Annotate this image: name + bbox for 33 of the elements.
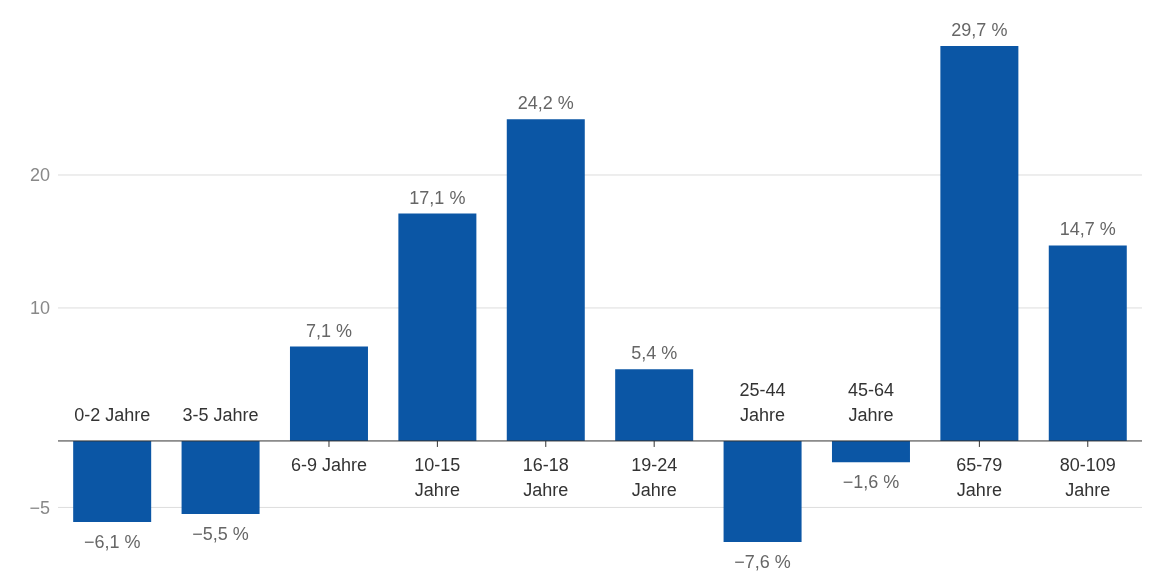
bar: [506, 119, 585, 441]
y-tick-label: −5: [29, 497, 50, 518]
data-label: 17,1 %: [409, 187, 466, 208]
bar: [289, 346, 368, 441]
x-tick-label: 65-79 Jahre: [956, 454, 1003, 500]
data-label: −5,5 %: [192, 524, 249, 545]
data-label: 24,2 %: [517, 93, 574, 114]
x-tick-label: 10-15 Jahre: [414, 454, 461, 500]
x-tick-label: 16-18 Jahre: [522, 454, 569, 500]
x-tick-label: 6-9 Jahre: [290, 454, 367, 475]
x-tick-label: 45-64 Jahre: [847, 379, 894, 425]
data-label: −6,1 %: [83, 532, 141, 553]
bar: [831, 440, 910, 463]
bar: [723, 440, 802, 542]
y-tick-label: 20: [29, 165, 50, 186]
x-tick-label: 3-5 Jahre: [182, 404, 259, 425]
bar: [73, 440, 152, 523]
bar: [398, 213, 477, 441]
x-tick-label: 80-109 Jahre: [1059, 454, 1116, 500]
x-tick-label: 19-24 Jahre: [631, 454, 678, 500]
data-label: −7,6 %: [734, 552, 791, 572]
data-label: −1,6 %: [842, 472, 900, 493]
data-label: 5,4 %: [631, 343, 678, 364]
y-tick-label: 10: [29, 298, 50, 319]
bar: [181, 440, 260, 515]
x-tick-label: 25-44 Jahre: [739, 379, 786, 425]
bar: [615, 369, 694, 441]
bar: [1048, 245, 1127, 441]
data-label: 14,7 %: [1059, 219, 1116, 240]
bar: [940, 46, 1019, 441]
x-tick-label: 0-2 Jahre: [74, 404, 151, 425]
data-label: 7,1 %: [305, 320, 352, 341]
data-label: 29,7 %: [951, 20, 1008, 40]
